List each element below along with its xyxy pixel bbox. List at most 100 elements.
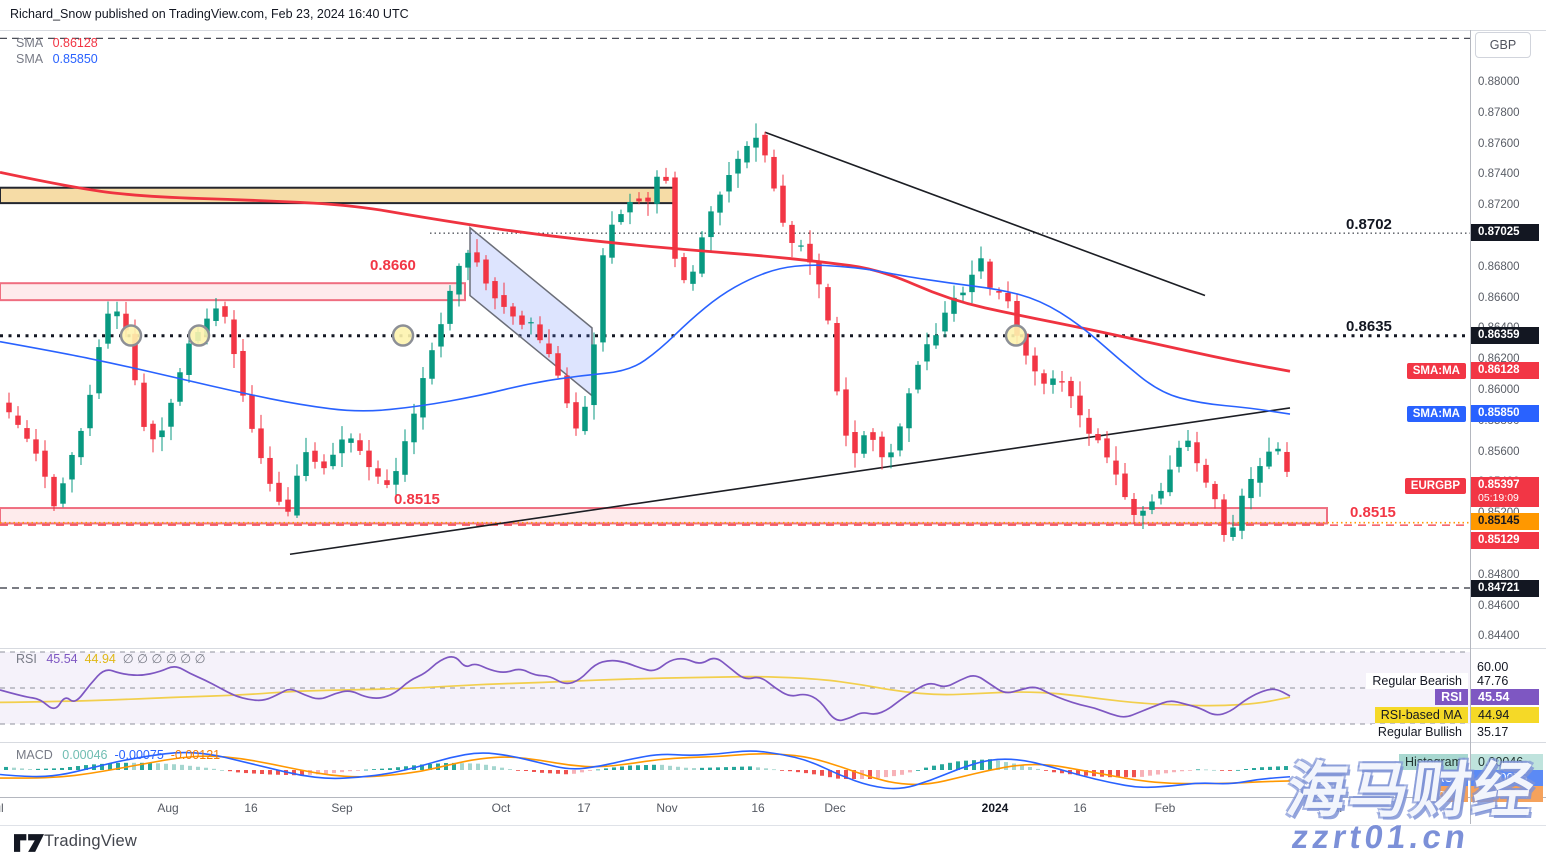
macd-histogram-bar: [564, 770, 568, 775]
candle-body: [627, 201, 633, 213]
currency-button[interactable]: GBP: [1475, 32, 1531, 58]
macd-histogram-bar: [876, 770, 880, 779]
macd-histogram-bar: [468, 763, 472, 770]
macd-histogram-bar: [788, 770, 792, 772]
main-pane: [0, 37, 1470, 589]
candle-body: [942, 312, 948, 332]
macd-histogram-bar: [988, 759, 992, 770]
macd-histogram-bar: [1244, 768, 1248, 770]
candle-body: [132, 333, 138, 381]
candle-body: [987, 261, 993, 288]
candle-body: [1104, 438, 1110, 458]
macd-histogram-bar: [1204, 769, 1208, 771]
candle-body: [276, 482, 282, 502]
macd-histogram-bar: [1164, 770, 1168, 774]
candle-body: [951, 297, 957, 314]
macd-histogram-bar: [1012, 763, 1016, 770]
macd-histogram-bar: [884, 770, 888, 778]
candle-body: [1122, 473, 1128, 498]
price-tick: 0.84800: [1478, 568, 1520, 581]
macd-histogram-bar: [732, 766, 736, 770]
candle-body: [609, 224, 615, 258]
candle-body: [6, 402, 12, 413]
macd-histogram-bar: [828, 770, 832, 778]
candle-body: [915, 364, 921, 390]
macd-histogram-bar: [1028, 767, 1032, 770]
candle-body: [321, 461, 327, 469]
candle-body: [1023, 333, 1029, 356]
candle-body: [330, 454, 336, 467]
sma-blue-label: SMA: [16, 52, 44, 66]
candle-body: [555, 353, 561, 376]
candle-body: [1149, 501, 1155, 510]
macd-histogram-bar: [652, 764, 656, 770]
candle-body: [1230, 527, 1236, 537]
macd-histogram-bar: [1268, 766, 1272, 770]
rsi-legend[interactable]: RSI 45.54 44.94 ∅ ∅ ∅ ∅ ∅ ∅: [16, 651, 206, 666]
candle-body: [411, 413, 417, 443]
macd-histogram-bar: [820, 770, 824, 776]
bar-countdown: 05:19:09: [1478, 492, 1519, 504]
candle-body: [519, 315, 525, 325]
candle-body: [285, 499, 291, 512]
price-tick: 0.87200: [1478, 199, 1520, 212]
macd-histogram-bar: [12, 767, 16, 770]
macd-histogram-bar: [380, 768, 384, 770]
candle-body: [861, 435, 867, 454]
macd-histogram-bar: [332, 770, 336, 774]
macd-histogram-bar: [964, 760, 968, 770]
candle-body: [249, 394, 255, 429]
time-label: Aug: [157, 801, 179, 815]
macd-histogram-bar: [300, 770, 304, 776]
candle-body: [366, 450, 372, 468]
macd-signal-row-value: -0.00121: [1471, 786, 1543, 802]
candle-body: [771, 156, 777, 189]
macd-histogram-bar: [956, 761, 960, 770]
legend-sma-red[interactable]: SMA 0.86128: [16, 36, 98, 50]
rsi-ma-row-label: RSI-based MA: [1374, 707, 1468, 723]
level-label-08660: 0.8660: [370, 257, 416, 274]
candle-body: [573, 402, 579, 429]
pane-separator-rsi[interactable]: [0, 648, 1546, 649]
candle-body: [663, 176, 669, 181]
candle-body: [744, 145, 750, 163]
symbol-tag: EURGBP: [1404, 478, 1466, 494]
pane-separator-macd[interactable]: [0, 742, 1546, 743]
macd-histogram-bar: [1212, 769, 1216, 771]
legend-sma-blue[interactable]: SMA 0.85850: [16, 52, 98, 66]
macd-histogram-bar: [228, 770, 232, 772]
candle-body: [1095, 434, 1101, 441]
candle-body: [1059, 381, 1065, 383]
macd-histogram-bar: [244, 770, 248, 774]
macd-histogram-bar: [100, 763, 104, 770]
macd-histogram-bar: [1140, 770, 1144, 777]
candle-body: [636, 198, 642, 202]
macd-histogram-bar: [932, 765, 936, 770]
macd-histogram-bar: [716, 767, 720, 770]
time-label: 17: [577, 801, 591, 815]
macd-histogram-bar: [340, 770, 344, 773]
candle-body: [87, 394, 93, 429]
macd-legend-label: MACD: [16, 748, 53, 762]
macd-histogram-bar: [420, 764, 424, 770]
candle-body: [672, 177, 678, 259]
macd-histogram-bar: [940, 764, 944, 770]
macd-histogram-bar: [396, 767, 400, 770]
candle-body: [834, 323, 840, 392]
macd-histogram-bar: [644, 765, 648, 770]
macd-histogram-bar: [1044, 770, 1048, 771]
candle-body: [159, 430, 165, 438]
candle-body: [762, 134, 768, 156]
sma-red-line: [0, 170, 1291, 373]
macd-histogram-bar: [540, 770, 544, 773]
candle-body: [1185, 440, 1191, 448]
candle-body: [141, 382, 147, 427]
candle-body: [1041, 373, 1047, 384]
macd-histogram-bar: [116, 762, 120, 770]
macd-histogram-bar: [452, 762, 456, 770]
candle-body: [51, 476, 57, 507]
candle-body: [843, 389, 849, 436]
tradingview-brand-link[interactable]: TradingView: [44, 832, 137, 850]
macd-legend[interactable]: MACD 0.00046 -0.00075 -0.00121: [16, 748, 220, 762]
